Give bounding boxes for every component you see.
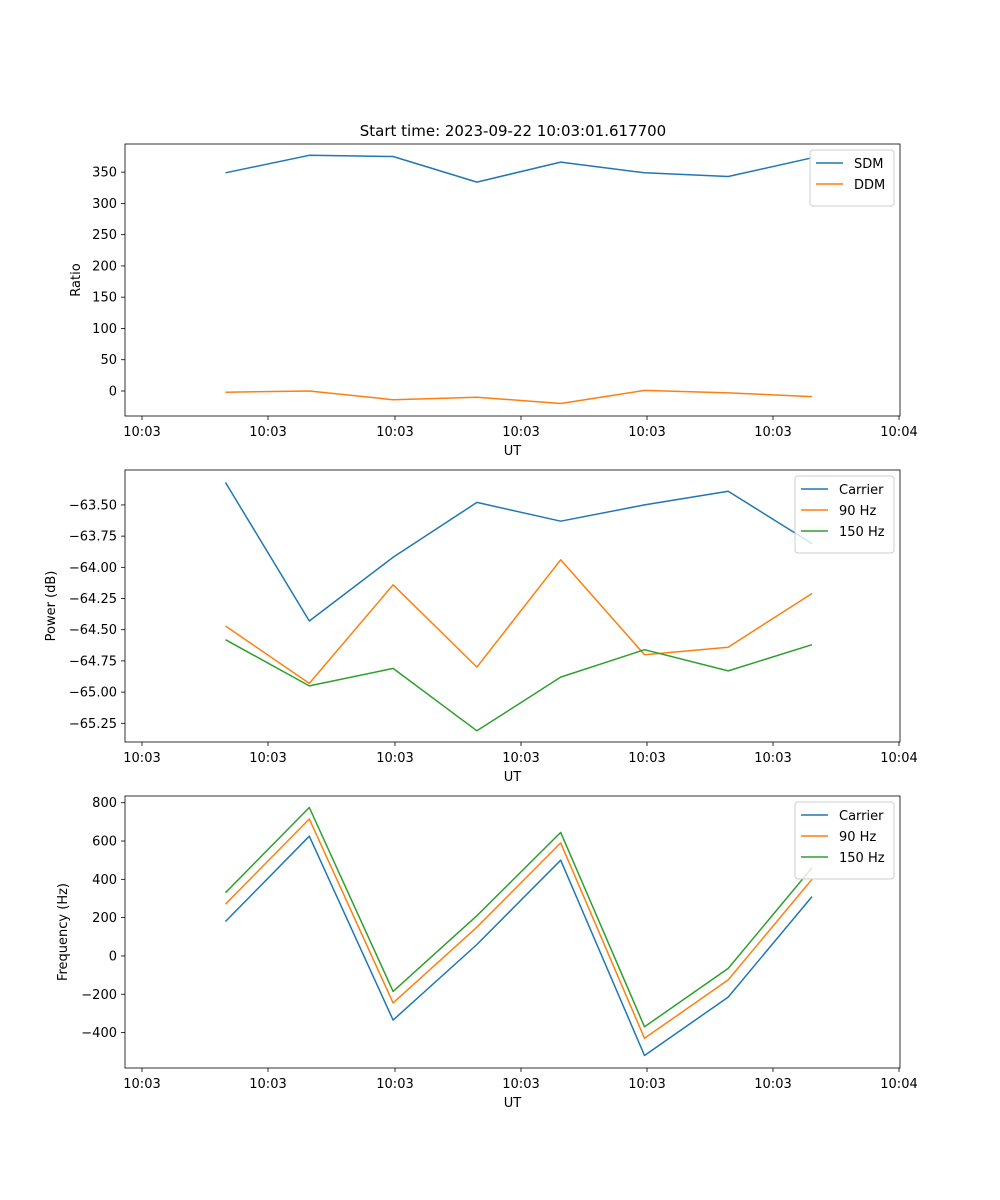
y-tick-label: 400 <box>92 873 117 888</box>
series-line-carrier <box>224 482 813 622</box>
x-axis-label: UT <box>504 444 522 459</box>
legend-label: Carrier <box>839 483 884 498</box>
panel-1: 10:03 10:03 10:03 10:03 10:03 10:03 10:04 0 50 10… <box>69 143 918 459</box>
y-tick-label: −63.50 <box>69 498 117 513</box>
x-tick-label: 10:03 <box>249 425 286 440</box>
x-tick-label: 10:03 <box>249 1077 286 1092</box>
series-line-150-hz <box>225 639 813 732</box>
legend: Carrier 90 Hz 150 Hz <box>794 801 895 880</box>
legend-label: 150 Hz <box>839 525 885 540</box>
y-tick-label: 50 <box>100 353 117 368</box>
y-tick-label: 300 <box>92 197 117 212</box>
figure-title: Start time: 2023-09-22 10:03:01.617700 <box>360 122 666 140</box>
legend: SDM DDM <box>809 149 895 207</box>
series-line-ddm <box>225 389 813 405</box>
y-axis-label: Ratio <box>69 263 84 296</box>
legend-label: DDM <box>854 178 885 193</box>
legend-box <box>794 801 895 880</box>
y-tick-label: −65.25 <box>69 717 117 732</box>
y-tick-label: 0 <box>109 384 117 399</box>
x-tick-label: 10:03 <box>502 425 539 440</box>
y-tick-label: 200 <box>92 911 117 926</box>
x-axis-label: UT <box>504 1096 522 1111</box>
panel-2: 10:03 10:03 10:03 10:03 10:03 10:03 10:04 −65.2… <box>44 469 918 785</box>
series-line-90-hz <box>224 818 813 1040</box>
y-tick-label: 600 <box>92 835 117 850</box>
x-tick-label: 10:03 <box>628 425 665 440</box>
legend-box <box>794 475 895 554</box>
legend-box <box>809 149 895 207</box>
x-tick-label: 10:03 <box>249 751 286 766</box>
y-axis-label: Frequency (Hz) <box>56 883 71 981</box>
y-tick-label: −64.75 <box>69 654 117 669</box>
x-tick-label: 10:03 <box>502 1077 539 1092</box>
y-axis-label: Power (dB) <box>44 571 59 642</box>
y-tick-label: −400 <box>81 1026 117 1041</box>
y-tick-label: 350 <box>92 166 117 181</box>
legend-label: 150 Hz <box>839 851 885 866</box>
y-tick-label: −64.25 <box>69 592 117 607</box>
x-tick-label: 10:03 <box>376 425 413 440</box>
axes-frame <box>124 795 901 1069</box>
legend-label: 90 Hz <box>839 830 876 845</box>
y-tick-label: −200 <box>81 988 117 1003</box>
x-tick-label: 10:03 <box>376 751 413 766</box>
x-tick-label: 10:03 <box>376 1077 413 1092</box>
x-tick-label: 10:03 <box>502 751 539 766</box>
x-tick-label: 10:04 <box>880 751 917 766</box>
x-tick-label: 10:04 <box>880 425 917 440</box>
series-line-carrier <box>224 835 813 1057</box>
y-tick-label: 200 <box>92 259 117 274</box>
y-tick-label: 100 <box>92 322 117 337</box>
y-tick-label: −65.00 <box>69 686 117 701</box>
x-tick-label: 10:03 <box>123 1077 160 1092</box>
legend-label: SDM <box>854 157 883 172</box>
y-tick-label: 150 <box>92 291 117 306</box>
y-tick-label: 800 <box>92 796 117 811</box>
x-tick-label: 10:03 <box>628 751 665 766</box>
legend: Carrier 90 Hz 150 Hz <box>794 475 895 554</box>
x-tick-label: 10:03 <box>628 1077 665 1092</box>
axes-frame <box>124 143 901 417</box>
legend-label: 90 Hz <box>839 504 876 519</box>
x-tick-label: 10:03 <box>123 425 160 440</box>
x-tick-label: 10:03 <box>754 1077 791 1092</box>
series-line-90-hz <box>225 559 813 685</box>
x-axis-label: UT <box>504 770 522 785</box>
x-tick-label: 10:03 <box>754 425 791 440</box>
y-tick-label: −63.75 <box>69 530 117 545</box>
panel-3: 10:03 10:03 10:03 10:03 10:03 10:03 10:04 −400 −… <box>56 795 918 1111</box>
y-tick-label: −64.00 <box>69 561 117 576</box>
legend-label: Carrier <box>839 809 884 824</box>
y-tick-label: −64.50 <box>69 623 117 638</box>
series-line-150-hz <box>224 806 813 1028</box>
axes-frame <box>124 469 901 743</box>
x-tick-label: 10:03 <box>754 751 791 766</box>
series-line-sdm <box>225 154 813 183</box>
y-tick-label: 250 <box>92 228 117 243</box>
x-tick-label: 10:03 <box>123 751 160 766</box>
x-tick-label: 10:04 <box>880 1077 917 1092</box>
y-tick-label: 0 <box>109 949 117 964</box>
